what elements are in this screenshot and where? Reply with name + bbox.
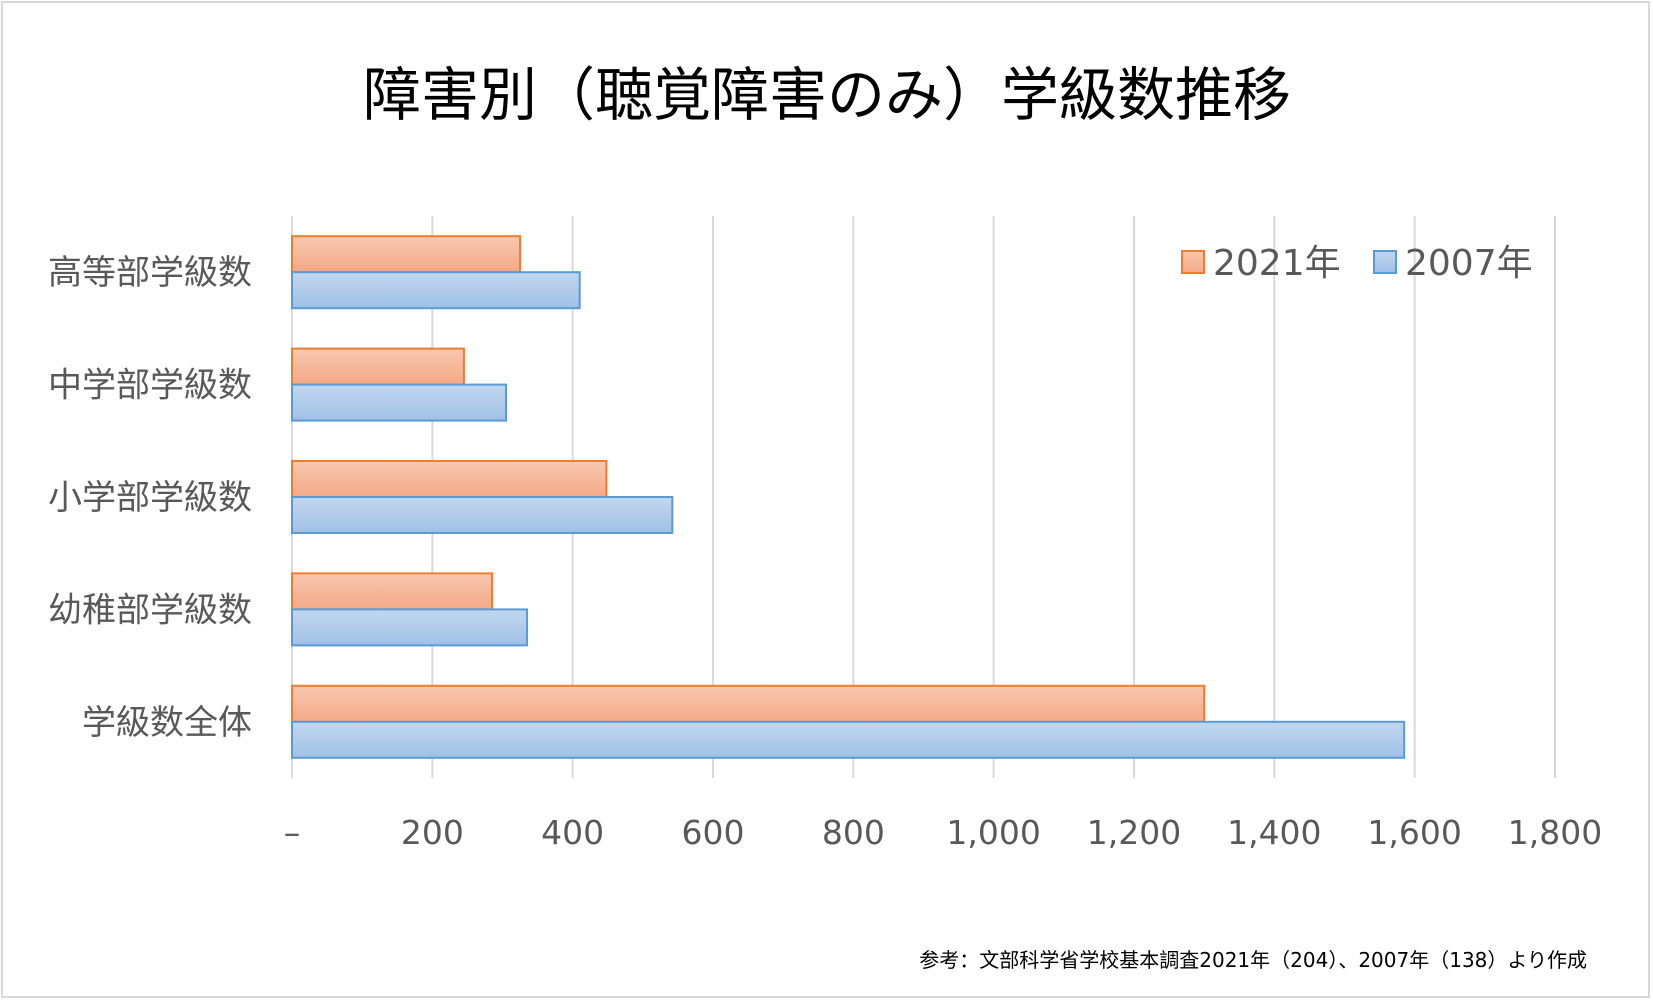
category-label-3: 幼稚部学級数	[48, 590, 252, 630]
legend-swatch-2021	[1181, 250, 1205, 274]
category-label-4: 学級数全体	[82, 703, 252, 743]
bar-2021-0	[291, 235, 522, 274]
category-label-2: 小学部学級数	[48, 478, 252, 518]
x-tick-label-5: 1,000	[946, 813, 1040, 852]
x-tick-label-4: 800	[822, 813, 885, 852]
gridlines	[291, 216, 1556, 778]
bar-2007-1	[291, 383, 508, 422]
x-tick-label-0: –	[284, 813, 301, 852]
x-tick-label-6: 1,200	[1087, 813, 1181, 852]
legend-swatch-2007	[1373, 250, 1397, 274]
bar-2007-3	[291, 608, 529, 647]
x-tick-label-7: 1,400	[1227, 813, 1321, 852]
category-label-1: 中学部学級数	[48, 366, 252, 406]
bar-2007-2	[291, 496, 674, 534]
bar-2007-4	[291, 720, 1406, 759]
bar-2021-3	[291, 572, 493, 611]
chart-title: 障害別（聴覚障害のみ）学級数推移	[363, 61, 1291, 129]
bar-2021-1	[291, 347, 465, 386]
bar-2007-0	[291, 271, 581, 310]
x-tick-label-8: 1,600	[1367, 813, 1461, 852]
category-label-0: 高等部学級数	[48, 253, 252, 293]
x-tick-label-1: 200	[401, 813, 464, 852]
legend: 2021年 2007年	[1181, 243, 1533, 284]
legend-label-2021: 2021年	[1213, 243, 1341, 284]
bars	[291, 235, 1406, 759]
x-tick-label-3: 600	[682, 813, 745, 852]
source-note: 参考：文部科学省学校基本調査2021年（204）、2007年（138）より作成	[919, 948, 1587, 972]
x-axis-ticks: – 200 400 600 800 1,000 1,200 1,400 1,600 1,800	[284, 813, 1602, 852]
legend-label-2007: 2007年	[1405, 243, 1533, 284]
x-tick-label-9: 1,800	[1508, 813, 1602, 852]
bar-2021-4	[291, 684, 1206, 723]
bar-2021-2	[291, 460, 608, 498]
x-tick-label-2: 400	[541, 813, 604, 852]
